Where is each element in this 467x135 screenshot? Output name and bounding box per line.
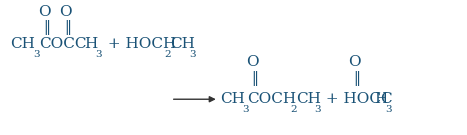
- Text: 2: 2: [290, 105, 297, 114]
- Text: H: H: [84, 37, 97, 51]
- Text: 3: 3: [385, 105, 392, 114]
- Text: O: O: [38, 5, 50, 19]
- Text: CH: CH: [170, 37, 195, 51]
- Text: O: O: [348, 55, 361, 69]
- Text: CH: CH: [10, 37, 35, 51]
- Text: 3: 3: [95, 50, 102, 59]
- Text: ‖: ‖: [251, 71, 258, 86]
- Text: 3: 3: [33, 50, 40, 59]
- Text: 3: 3: [242, 105, 248, 114]
- Text: ‖: ‖: [43, 20, 50, 35]
- Text: CH: CH: [220, 92, 245, 106]
- Text: ‖: ‖: [353, 71, 360, 86]
- Text: + HOCH: + HOCH: [103, 37, 176, 51]
- Text: O: O: [59, 5, 72, 19]
- Text: + HOCC: + HOCC: [321, 92, 392, 106]
- Text: 2: 2: [165, 50, 171, 59]
- Text: COCC: COCC: [39, 37, 87, 51]
- Text: COCH: COCH: [248, 92, 297, 106]
- Text: CH: CH: [296, 92, 320, 106]
- Text: H: H: [375, 92, 388, 106]
- Text: 3: 3: [314, 105, 321, 114]
- Text: 3: 3: [189, 50, 196, 59]
- Text: ‖: ‖: [64, 20, 71, 35]
- Text: O: O: [246, 55, 258, 69]
